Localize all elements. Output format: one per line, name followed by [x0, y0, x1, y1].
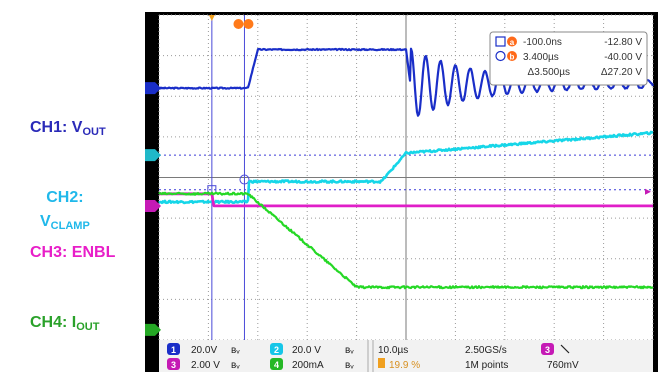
ch4-scale: 200mA — [292, 360, 324, 371]
cursor-a-time: -100.0ns — [523, 37, 562, 48]
trigger-badge[interactable]: 3 760mV — [541, 343, 579, 371]
ch4-scale-badge[interactable]: 4 200mA ʙᵥ — [270, 358, 354, 371]
falling-edge-icon — [560, 344, 570, 354]
waveform-traces — [158, 47, 654, 290]
ch3-scale-badge[interactable]: 3 2.00 V ʙᵥ — [167, 358, 240, 371]
timebase[interactable]: 10.0µs — [378, 345, 408, 356]
cursor-a-badge-icon — [507, 36, 517, 47]
ch4-label: CH4: IOUT — [30, 314, 100, 333]
trace-ch2-vclamp — [158, 130, 654, 205]
ch1-label: CH1: VOUT — [30, 119, 106, 138]
trigger-position-icon — [378, 358, 385, 368]
trigger-level-marker[interactable] — [645, 188, 651, 195]
trigger-position-value: 19.9 % — [389, 360, 420, 371]
cursor-b-volt: -40.00 V — [604, 52, 642, 63]
cursor-a-square-icon — [495, 36, 506, 47]
svg-text:a: a — [510, 38, 515, 47]
trace-ch4-iout — [158, 191, 654, 290]
trace-ch3-enbl — [158, 192, 654, 208]
ch4-ground-marker[interactable] — [145, 323, 161, 336]
bandwidth-icon: ʙᵥ — [345, 345, 354, 356]
trigger-position[interactable]: 19.9 % — [378, 358, 420, 371]
oscilloscope-plot: a -100.0ns -12.80 V b 3.400µs -40.00 V Δ… — [145, 12, 658, 372]
svg-text:4: 4 — [274, 360, 279, 370]
ch1-ground-marker[interactable] — [145, 82, 161, 95]
cursor-b-badge-icon — [507, 51, 517, 61]
ch1-scale: 20.0V — [191, 345, 217, 356]
svg-text:b: b — [510, 53, 515, 62]
sample-rate: 2.50GS/s — [465, 345, 507, 356]
bandwidth-icon: ʙᵥ — [345, 360, 354, 371]
svg-text:3: 3 — [545, 345, 550, 355]
ch2-scale: 20.0 V — [292, 345, 321, 356]
svg-text:3: 3 — [171, 360, 176, 370]
cursor-delta-time: Δ3.500µs — [528, 67, 570, 78]
graticule-grid — [158, 14, 654, 341]
ch3-ground-marker[interactable] — [145, 199, 161, 212]
channel-markers — [145, 82, 651, 336]
ch3-label: CH3: ENBL — [30, 244, 116, 261]
status-bar-background — [159, 340, 653, 372]
record-length: 1M points — [465, 360, 508, 371]
oscilloscope-screen: a -100.0ns -12.80 V b 3.400µs -40.00 V Δ… — [145, 12, 658, 372]
status-bar: 1 20.0V ʙᵥ 2 20.0 V ʙᵥ 3 2.00 V ʙᵥ 4 200… — [159, 340, 653, 372]
cursor-b-circle-icon — [495, 50, 506, 62]
trigger-time-marker[interactable] — [208, 15, 254, 29]
cursor-readout-box — [489, 31, 648, 86]
cursor-readout: a -100.0ns -12.80 V b 3.400µs -40.00 V Δ… — [489, 31, 648, 86]
trigger-level: 760mV — [547, 360, 579, 371]
cursor-b-marker — [239, 174, 250, 185]
svg-text:1: 1 — [171, 345, 176, 355]
cursor-b-time: 3.400µs — [523, 52, 559, 63]
ch1-scale-badge[interactable]: 1 20.0V ʙᵥ — [167, 343, 240, 356]
bandwidth-icon: ʙᵥ — [231, 345, 240, 356]
cursor-delta-volt: Δ27.20 V — [601, 67, 642, 78]
ch2-scale-badge[interactable]: 2 20.0 V ʙᵥ — [270, 343, 354, 356]
cursor-a-volt: -12.80 V — [604, 37, 642, 48]
svg-text:2: 2 — [274, 345, 279, 355]
ch3-scale: 2.00 V — [191, 360, 220, 371]
ch2-label: CH2: VCLAMP — [40, 189, 90, 232]
bandwidth-icon: ʙᵥ — [231, 360, 240, 371]
ch2-ground-marker[interactable] — [145, 149, 161, 162]
